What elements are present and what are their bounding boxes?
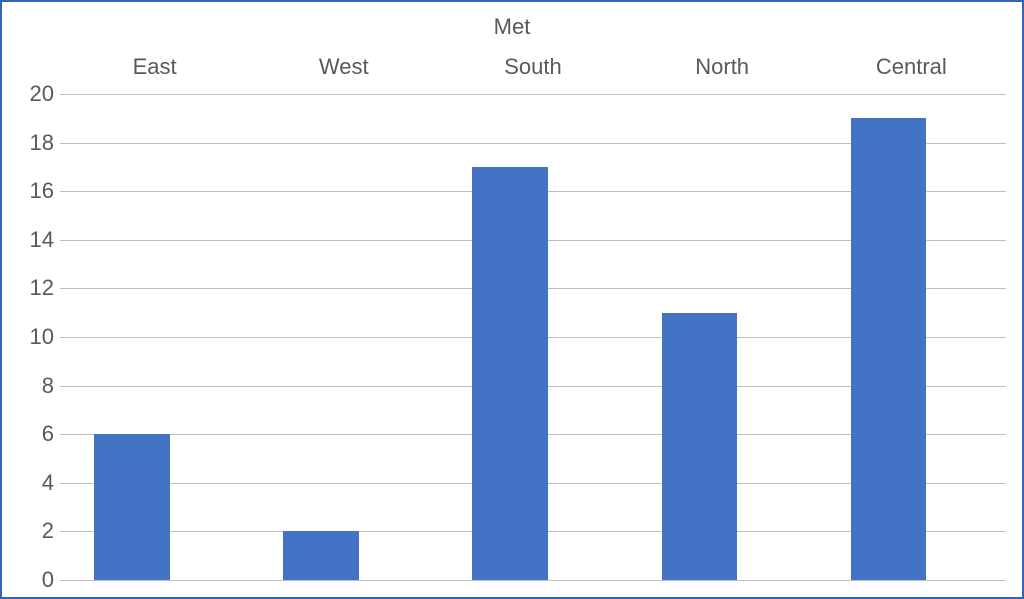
bar-slot <box>817 94 1006 580</box>
bar <box>283 531 359 580</box>
category-label: North <box>628 54 817 80</box>
category-label: Central <box>817 54 1006 80</box>
bar-slot <box>438 94 627 580</box>
y-tick-label: 12 <box>30 275 54 301</box>
y-axis: 02468101214161820 <box>2 94 60 580</box>
chart-title: Met <box>2 14 1022 40</box>
plot-area <box>60 94 1006 580</box>
y-tick-label: 18 <box>30 130 54 156</box>
bar <box>94 434 170 580</box>
category-label: South <box>438 54 627 80</box>
bar <box>472 167 548 580</box>
category-label: West <box>249 54 438 80</box>
bar-slot <box>628 94 817 580</box>
y-tick-label: 6 <box>42 421 54 447</box>
bar-slot <box>60 94 249 580</box>
bars-container <box>60 94 1006 580</box>
y-tick-label: 20 <box>30 81 54 107</box>
y-tick-label: 4 <box>42 470 54 496</box>
bar <box>851 118 927 580</box>
category-label: East <box>60 54 249 80</box>
y-tick-label: 0 <box>42 567 54 593</box>
gridline <box>60 580 1006 581</box>
chart-frame: Met 0 2 4 6 8 10 12 14 16 18 20 EastWestSouthNorth… <box>0 0 1024 599</box>
y-tick-label: 14 <box>30 227 54 253</box>
y-tick-label: 2 <box>42 518 54 544</box>
y-tick-label: 10 <box>30 324 54 350</box>
y-tick-label: 8 <box>42 373 54 399</box>
bar-slot <box>249 94 438 580</box>
y-tick-label: 16 <box>30 178 54 204</box>
bar <box>662 313 738 580</box>
category-labels-row: EastWestSouthNorthCentral <box>60 54 1006 80</box>
